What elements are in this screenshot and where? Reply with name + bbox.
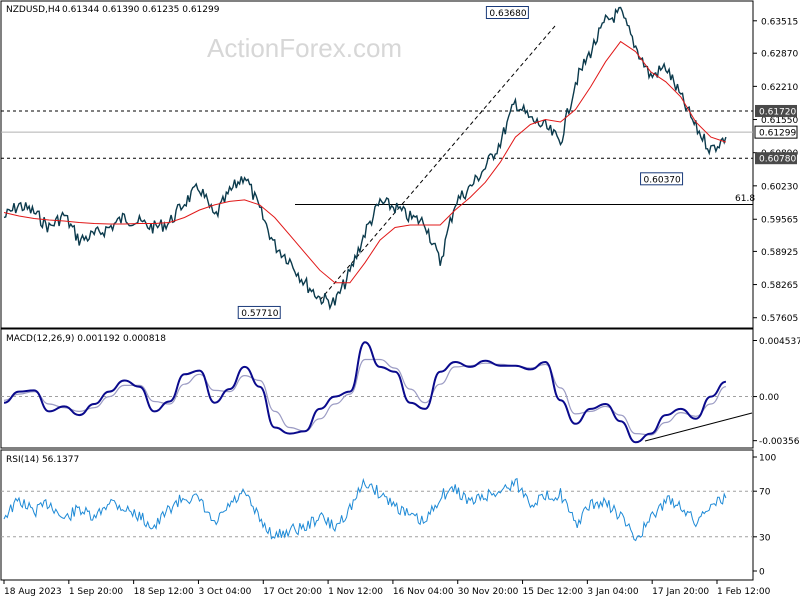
price-tick-label: 0.62870	[761, 50, 798, 60]
price-callout: 0.63680	[485, 6, 529, 20]
x-tick-label: 1 Nov 12:00	[328, 587, 383, 597]
level-tag-label: 0.61720	[759, 107, 796, 117]
callout-label: 0.57710	[241, 309, 278, 319]
x-tick-label: 15 Dec 12:00	[523, 587, 584, 597]
level-tag-label: 0.60780	[759, 155, 796, 165]
macd-title: MACD(12,26,9) 0.001192 0.000818	[6, 334, 166, 344]
x-tick-label: 18 Aug 2023	[4, 587, 62, 597]
price-callout: 0.57710	[237, 305, 281, 319]
macd-line	[3, 341, 727, 444]
price-panel	[0, 0, 754, 329]
rsi-tick-label: 30	[759, 533, 771, 543]
price-callout: 0.60370	[640, 172, 684, 186]
watermark: ActionForex.com	[207, 33, 402, 63]
price-tick-label: 0.58925	[761, 248, 798, 258]
x-tick-label: 1 Sep 20:00	[69, 587, 124, 597]
rsi-tick-label: 100	[759, 454, 776, 464]
current-price-label: 0.61299	[759, 129, 796, 139]
level-tag	[755, 152, 797, 165]
x-tick-label: 1 Feb 12:00	[717, 587, 771, 597]
current-price-tag	[754, 125, 798, 139]
rsi-tick-label: 70	[759, 488, 771, 498]
macd-signal-line	[3, 358, 727, 436]
level-tag	[755, 104, 797, 117]
x-tick-label: 30 Nov 20:00	[458, 587, 519, 597]
rsi-tick-label: 0	[759, 568, 765, 578]
fib-label: 61.8	[735, 194, 755, 204]
x-tick-label: 17 Jan 20:00	[652, 587, 709, 597]
price-tick-label: 0.57605	[761, 314, 798, 324]
moving-average-line	[3, 40, 727, 284]
chart-quote: 0.61344 0.61390 0.61235 0.61299	[62, 5, 220, 15]
rsi-line	[3, 477, 727, 542]
macd-tick-label: -0.003568	[759, 437, 800, 447]
callout-label: 0.63680	[489, 9, 526, 19]
price-tick-label: 0.61550	[761, 116, 798, 126]
rsi-title: RSI(14) 56.1377	[6, 455, 79, 465]
chart-symbol: NZDUSD,H4	[6, 5, 61, 15]
price-tick-label: 0.59565	[761, 216, 798, 226]
macd-tick-label: 0.004537	[759, 337, 800, 347]
macd-trend-line	[644, 412, 753, 442]
x-tick-label: 3 Oct 04:00	[198, 587, 251, 597]
macd-tick-label: 0.00	[759, 393, 779, 403]
rsi-panel	[0, 449, 754, 581]
x-tick-label: 3 Jan 04:00	[587, 587, 639, 597]
callout-label: 0.60370	[644, 175, 681, 185]
x-tick-label: 17 Oct 20:00	[263, 587, 322, 597]
price-tick-label: 0.63515	[761, 17, 798, 27]
callout-box	[640, 172, 684, 186]
callout-box	[237, 305, 281, 319]
x-tick-label: 16 Nov 04:00	[393, 587, 454, 597]
price-tick-label: 0.62210	[761, 83, 798, 93]
price-tick-label: 0.58265	[761, 281, 798, 291]
price-tick-label: 0.60230	[761, 182, 798, 192]
x-tick-label: 18 Sep 12:00	[134, 587, 194, 597]
price-series-line	[3, 6, 727, 311]
callout-box	[485, 6, 529, 20]
